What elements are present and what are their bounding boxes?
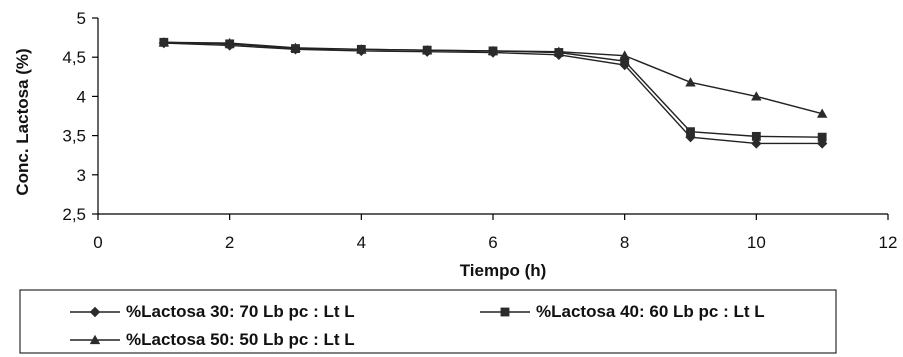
x-axis-title: Tiempo (h) — [460, 261, 547, 280]
x-tick-label: 6 — [488, 233, 497, 252]
triangle-marker — [421, 44, 433, 55]
triangle-marker — [224, 37, 235, 48]
legend-label: %Lactosa 30: 70 Lb pc : Lt L — [126, 302, 355, 321]
y-tick-label: 4,5 — [62, 48, 86, 67]
triangle-marker — [356, 44, 367, 54]
series-3 — [158, 37, 828, 118]
y-axis-title: Conc. Lactosa (%) — [13, 48, 32, 195]
x-tick-label: 10 — [747, 233, 766, 252]
triangle-marker — [553, 46, 565, 56]
x-tick-label: 8 — [620, 233, 629, 252]
x-tick-label: 0 — [93, 233, 102, 252]
x-tick-label: 4 — [357, 233, 366, 252]
x-tick-label: 2 — [225, 233, 234, 252]
triangle-marker — [89, 334, 101, 345]
triangle-marker — [619, 50, 630, 60]
legend-item: %Lactosa 40: 60 Lb pc : Lt L — [480, 302, 765, 321]
triangle-marker — [685, 77, 696, 87]
x-axis-ticks: 0 2 4 6 8 10 12 — [93, 214, 897, 252]
legend-item: %Lactosa 30: 70 Lb pc : Lt L — [70, 302, 355, 321]
y-tick-label: 2,5 — [62, 205, 86, 224]
square-marker — [686, 127, 695, 137]
series-line — [163, 42, 823, 145]
triangle-marker — [158, 37, 170, 47]
triangle-marker — [751, 91, 762, 101]
legend-box — [19, 289, 837, 354]
triangle-marker — [816, 108, 828, 118]
legend-item: %Lactosa 50: 50 Lb pc : Lt L — [70, 330, 355, 349]
legend-label: %Lactosa 50: 50 Lb pc : Lt L — [126, 330, 355, 349]
y-tick-label: 4 — [77, 87, 86, 106]
y-tick-label: 3 — [77, 166, 86, 185]
diamond-marker — [89, 306, 101, 318]
triangle-marker — [487, 45, 499, 56]
legend-label: %Lactosa 40: 60 Lb pc : Lt L — [536, 302, 765, 321]
y-tick-label: 3,5 — [62, 127, 86, 146]
y-tick-label: 5 — [77, 9, 86, 28]
square-marker — [620, 56, 630, 66]
square-marker — [751, 131, 761, 141]
triangle-marker — [290, 42, 301, 52]
legend: %Lactosa 30: 70 Lb pc : Lt L %Lactosa 40:… — [19, 289, 837, 354]
diamond-marker — [816, 138, 828, 149]
square-marker — [817, 132, 827, 142]
x-tick-label: 12 — [879, 233, 898, 252]
series-layer — [158, 37, 828, 149]
diamond-marker — [751, 138, 762, 149]
y-axis-ticks: 2,5 3 3,5 4 4,5 5 — [62, 9, 98, 224]
square-marker — [500, 307, 510, 317]
